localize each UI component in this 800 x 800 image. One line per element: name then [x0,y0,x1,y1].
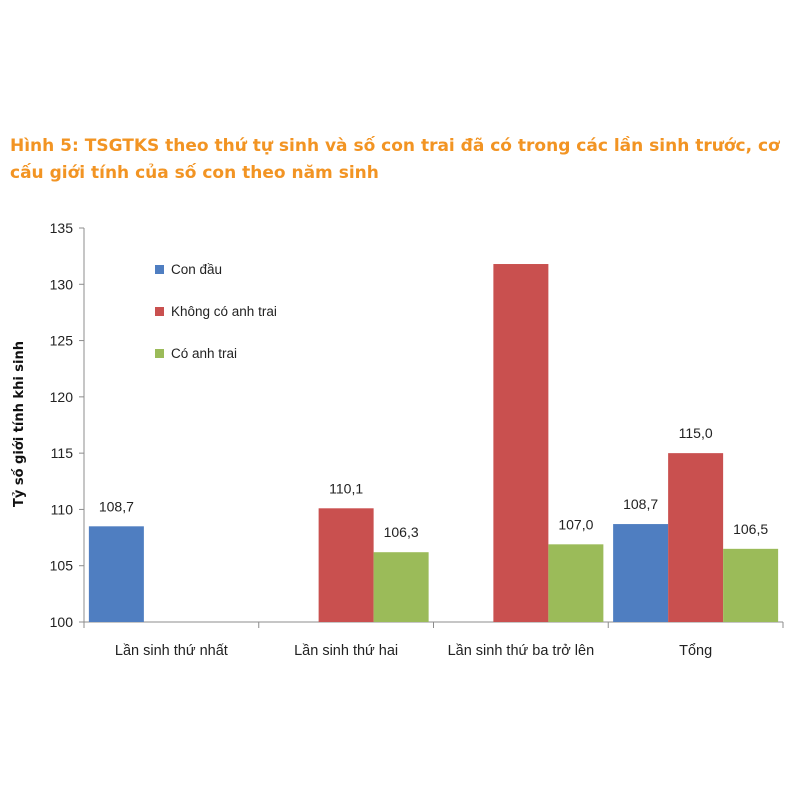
legend-label: Con đầu [171,262,222,277]
y-axis-label: Tỷ số giới tính khi sinh [12,341,27,507]
data-label: 106,3 [384,524,419,540]
y-tick-label: 115 [51,445,74,461]
legend-swatch [155,265,164,274]
y-tick-label: 105 [50,558,74,574]
legend-swatch [155,307,164,316]
x-tick-label: Lần sinh thứ hai [294,643,398,659]
legend-swatch [155,349,164,358]
data-label: 106,5 [733,521,768,537]
data-label: 107,0 [558,516,593,532]
y-tick-label: 120 [50,389,74,405]
data-label: 115,0 [679,425,713,441]
x-tick-label: Lần sinh thứ ba trở lên [448,643,595,659]
legend-label: Không có anh trai [171,304,277,319]
legend-label: Có anh trai [171,346,237,361]
y-tick-label: 135 [50,220,74,236]
data-label: 110,1 [329,480,363,496]
bar [668,453,724,622]
chart-title: Hình 5: TSGTKS theo thứ tự sinh và số co… [10,136,780,183]
data-labels: 108,7 108,7 110,1 115,0 106,3 107,0 106,5 [99,425,768,540]
bar [613,524,669,622]
bar [318,508,374,622]
x-tick-label: Lần sinh thứ nhất [115,643,228,659]
bar [373,552,429,622]
bar [493,264,549,622]
y-tick-label: 130 [50,276,74,292]
data-label: 108,7 [623,496,658,512]
bars [88,264,779,622]
bar [548,544,604,622]
legend: Con đầu Không có anh trai Có anh trai [155,262,277,361]
y-tick-label: 125 [50,333,74,349]
bar [88,526,144,622]
x-tick-label: Tổng [679,643,712,659]
y-tick-label: 100 [50,614,74,630]
y-tick-label: 110 [51,501,74,517]
bar [723,548,779,622]
data-label: 108,7 [99,498,134,514]
